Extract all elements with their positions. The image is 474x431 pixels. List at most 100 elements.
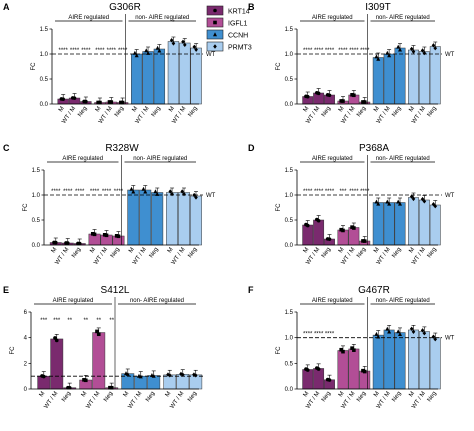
category-label: M — [338, 391, 346, 399]
data-point — [129, 186, 134, 191]
data-point — [350, 346, 354, 350]
panel-title: P368A — [359, 143, 389, 154]
significance-marker: **** — [360, 48, 370, 54]
data-point — [385, 326, 390, 331]
legend: KRT14 IGFL1 CCNH PRMT3 — [206, 5, 252, 52]
group-label: AIRE regulated — [53, 298, 94, 304]
legend-label: IGFL1 — [228, 21, 248, 28]
panel-letter: F — [248, 285, 254, 295]
category-label: M — [408, 391, 416, 399]
data-point — [396, 329, 401, 334]
data-point — [157, 48, 162, 53]
y-axis-label: FC — [10, 346, 16, 355]
bar — [127, 189, 140, 246]
data-point — [339, 347, 343, 352]
group-label: AIRE regulated — [62, 156, 103, 162]
data-point — [107, 100, 112, 104]
significance-marker: **** — [314, 332, 324, 338]
significance-marker: **** — [75, 189, 85, 195]
significance-marker: *** — [53, 318, 61, 324]
data-point — [422, 331, 427, 336]
data-point — [66, 385, 70, 390]
group-label: AIRE regulated — [68, 15, 109, 21]
y-axis-label: FC — [276, 62, 282, 71]
data-point — [374, 54, 379, 59]
y-axis-label: FC — [276, 346, 282, 355]
data-point — [53, 336, 57, 340]
category-label: M — [373, 106, 381, 114]
data-point — [398, 332, 403, 337]
significance-marker: **** — [118, 48, 128, 54]
wt-label: WT — [445, 336, 455, 342]
group-label: non- AIRE regulated — [376, 156, 430, 162]
significance-marker: ** — [83, 318, 88, 324]
bar — [418, 199, 430, 246]
data-point — [376, 56, 381, 61]
data-point — [409, 46, 414, 52]
data-point — [361, 368, 365, 373]
bar — [313, 368, 325, 390]
wt-label: WT — [206, 193, 216, 199]
bar — [383, 53, 395, 105]
data-point — [192, 44, 197, 50]
data-point — [422, 199, 427, 204]
category-label: M — [303, 106, 311, 114]
data-point — [120, 100, 125, 105]
data-point — [352, 348, 356, 352]
significance-marker: ** — [67, 318, 72, 324]
data-point — [95, 329, 99, 334]
significance-marker: **** — [51, 189, 61, 195]
category-label: M — [95, 106, 103, 114]
y-tick-label: 1.5 — [285, 168, 294, 174]
category-label: M — [39, 391, 47, 399]
group-label: non- AIRE regulated — [376, 15, 430, 21]
data-point — [179, 371, 183, 377]
significance-marker: **** — [349, 48, 359, 54]
bar — [337, 350, 349, 390]
y-tick-label: 0.5 — [285, 77, 294, 83]
y-tick-label: 4 — [24, 336, 28, 342]
category-label: Neg — [103, 391, 114, 403]
bar — [408, 329, 419, 390]
category-label: WT / M — [127, 391, 143, 410]
data-point — [396, 44, 401, 49]
significance-marker: **** — [325, 189, 335, 195]
category-label: Neg — [187, 247, 198, 259]
data-point — [315, 90, 319, 95]
data-point — [376, 201, 381, 206]
data-point — [52, 240, 56, 245]
data-point — [325, 93, 330, 97]
data-point — [387, 329, 392, 334]
category-label: WT / M — [85, 391, 101, 410]
data-point — [70, 96, 75, 100]
category-label: M — [303, 247, 311, 255]
category-label: M — [373, 391, 381, 399]
data-point — [182, 191, 186, 197]
data-point — [350, 93, 354, 97]
data-point — [409, 194, 414, 199]
category-label: Neg — [71, 247, 82, 259]
category-label: M — [81, 391, 89, 399]
bar — [153, 48, 166, 105]
data-point — [192, 372, 196, 377]
data-point — [352, 93, 356, 98]
data-point — [339, 99, 343, 103]
bar — [418, 51, 430, 105]
bar — [302, 369, 314, 390]
category-label: M — [338, 106, 346, 114]
category-label: M — [338, 247, 346, 255]
bar — [313, 219, 325, 246]
bar — [418, 331, 430, 390]
significance-marker: ** — [109, 318, 114, 324]
legend-marker-square — [213, 20, 217, 25]
data-point — [114, 234, 119, 238]
panel-letter: E — [3, 285, 9, 295]
category-label: Neg — [187, 391, 198, 403]
significance-marker: **** — [102, 189, 112, 195]
data-point — [396, 199, 401, 204]
category-label: Neg — [427, 247, 438, 259]
data-point — [350, 225, 354, 229]
y-tick-label: 1.5 — [285, 27, 294, 33]
data-point — [96, 332, 101, 337]
data-point — [144, 48, 149, 53]
